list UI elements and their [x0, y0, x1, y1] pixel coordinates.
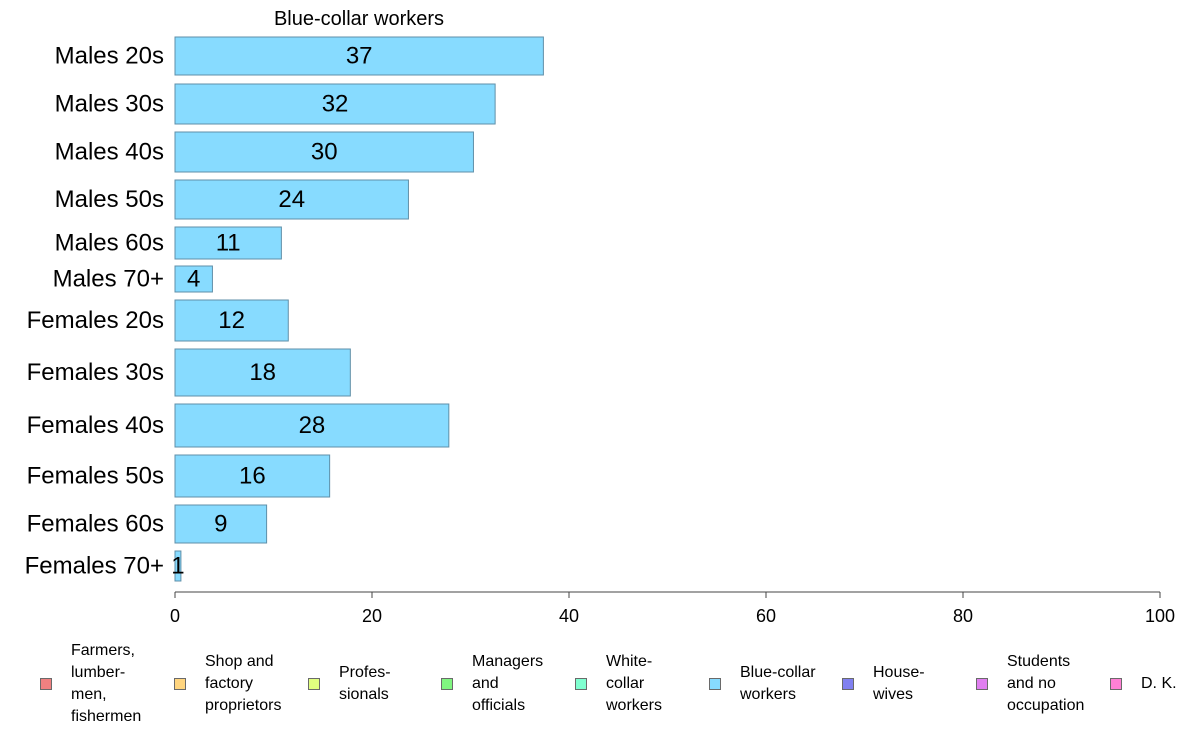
bar-row: Females 70+ 1	[25, 550, 185, 582]
legend-item: Managers and officials	[441, 640, 543, 728]
data-label: 24	[278, 186, 305, 213]
bar-row: Females 60s 9	[27, 504, 268, 544]
legend-label: Profes- sionals	[339, 664, 391, 703]
legend-swatch	[842, 678, 854, 690]
x-tick-label: 100	[1145, 606, 1175, 626]
data-label: 18	[249, 359, 276, 386]
legend-label: Farmers, lumber- men, fishermen	[71, 642, 142, 725]
legend-item: D. K.	[1110, 640, 1177, 728]
category-label: Females 60s	[27, 511, 164, 538]
legend-label: Managers and officials	[472, 653, 544, 714]
bar-row: Females 30s 18	[27, 348, 351, 397]
legend-label: Students and no occupation	[1007, 653, 1085, 714]
legend-item: Profes- sionals	[308, 640, 391, 728]
category-label: Females 50s	[27, 463, 164, 490]
x-tick-label: 60	[756, 606, 776, 626]
legend-label: Blue-collar workers	[740, 664, 816, 703]
bar	[174, 550, 182, 582]
bar	[174, 226, 282, 260]
x-tick-label: 80	[953, 606, 973, 626]
category-label: Males 50s	[55, 186, 164, 213]
bar	[174, 403, 450, 448]
legend-swatch	[40, 678, 52, 690]
legend-item: Farmers, lumber- men, fishermen	[40, 640, 141, 728]
x-tick-label: 40	[559, 606, 579, 626]
data-label: 9	[214, 511, 227, 538]
data-label: 30	[311, 139, 338, 166]
legend-item: House- wives	[842, 640, 925, 728]
chart-title: Blue-collar workers	[274, 8, 444, 30]
data-label: 32	[322, 91, 349, 118]
legend-swatch	[308, 678, 320, 690]
data-label: 11	[216, 230, 241, 257]
bar-row: Males 30s 32	[55, 83, 496, 125]
bar	[174, 131, 474, 173]
bar-row: Females 20s 12	[27, 299, 289, 342]
category-label: Males 40s	[55, 139, 164, 166]
bar	[174, 504, 268, 544]
x-tick-label: 20	[362, 606, 382, 626]
bar-row: Males 70+ 4	[53, 265, 213, 293]
legend-item: Blue-collar workers	[709, 640, 816, 728]
bar	[174, 265, 213, 293]
bar-row: Males 40s 30	[55, 131, 474, 173]
bar-row: Females 50s 16	[27, 454, 331, 498]
category-label: Females 30s	[27, 359, 164, 386]
legend-label: White- collar workers	[606, 653, 663, 714]
category-label: Males 20s	[55, 43, 164, 70]
x-tick-label: 0	[170, 606, 180, 626]
data-label: 16	[239, 463, 266, 490]
bar	[174, 179, 409, 220]
legend-label: Shop and factory proprietors	[205, 653, 282, 714]
bar-row: Males 50s 24	[55, 179, 409, 220]
bar	[174, 36, 544, 76]
legend-item: White- collar workers	[575, 640, 662, 728]
data-label: 12	[218, 307, 245, 334]
bar-chart: Blue-collar workers Males 20s 37 Males 30s…	[25, 8, 1175, 626]
category-label: Males 70+	[53, 266, 164, 293]
bar-row: Males 20s 37	[55, 36, 544, 76]
bars-group: Males 20s 37 Males 30s 32 Males 40s 30 Males 5…	[25, 36, 544, 582]
bar	[174, 83, 496, 125]
legend-swatch	[174, 678, 186, 690]
category-label: Males 60s	[55, 230, 164, 257]
data-label: 37	[346, 43, 373, 70]
bar	[174, 299, 289, 342]
category-label: Females 70+	[25, 553, 164, 580]
legend: Farmers, lumber- men, fishermen Shop and …	[0, 640, 1188, 730]
data-label: 28	[299, 412, 326, 439]
category-label: Females 20s	[27, 307, 164, 334]
legend-item: Shop and factory proprietors	[174, 640, 281, 728]
bar	[174, 348, 351, 397]
category-label: Females 40s	[27, 412, 164, 439]
bar	[174, 454, 331, 498]
legend-swatch	[441, 678, 453, 690]
legend-label: House- wives	[873, 664, 925, 703]
data-label: 4	[187, 266, 200, 293]
category-label: Males 30s	[55, 91, 164, 118]
data-label: 1	[171, 553, 184, 580]
legend-swatch	[976, 678, 988, 690]
legend-swatch	[1110, 678, 1122, 690]
bar-row: Males 60s 11	[55, 226, 282, 260]
legend-item: Students and no occupation	[976, 640, 1084, 728]
legend-swatch	[575, 678, 587, 690]
legend-label: D. K.	[1141, 675, 1177, 692]
x-axis: 0 20 40 60 80 100	[170, 591, 1175, 626]
bar-row: Females 40s 28	[27, 403, 450, 448]
legend-swatch	[709, 678, 721, 690]
